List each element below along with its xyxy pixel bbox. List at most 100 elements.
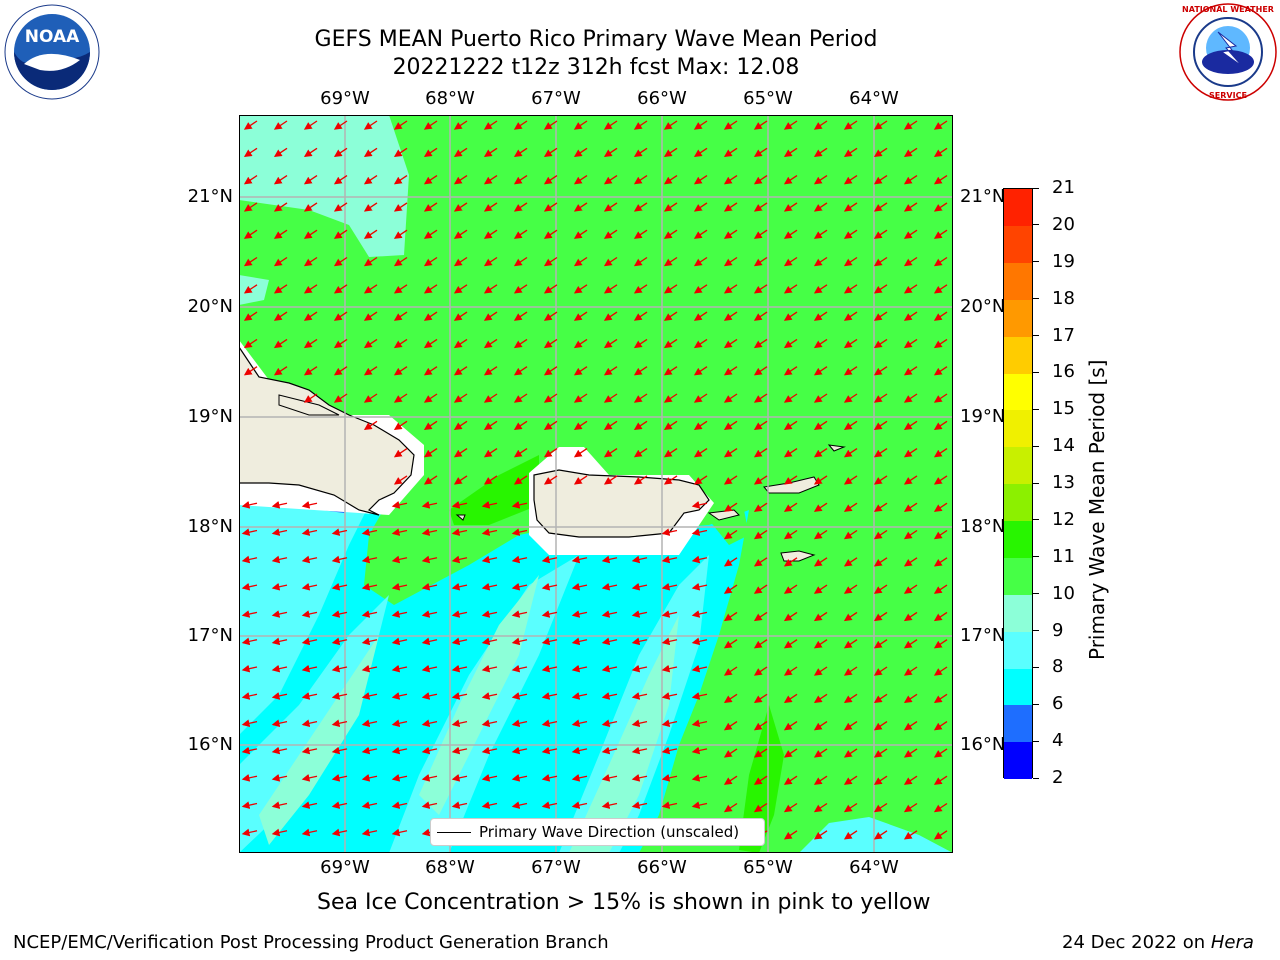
wave-direction-arrow [663, 338, 678, 349]
wave-direction-arrow [813, 284, 828, 294]
wave-direction-arrow [333, 366, 348, 376]
wave-direction-arrow [391, 801, 408, 809]
wave-direction-arrow [393, 147, 408, 158]
wave-direction-arrow [603, 475, 618, 485]
wave-direction-arrow [241, 692, 258, 700]
chart-title-line1: GEFS MEAN Puerto Rico Primary Wave Mean … [314, 27, 878, 52]
wave-direction-arrow [723, 502, 738, 512]
wave-direction-arrow [243, 229, 258, 239]
colorbar-tick [1033, 666, 1039, 668]
wave-direction-arrow [633, 284, 648, 294]
wave-direction-arrow [391, 828, 408, 837]
wave-direction-arrow [663, 256, 678, 267]
wave-direction-arrow [753, 448, 768, 458]
wave-direction-arrow [573, 175, 588, 185]
wave-direction-arrow [843, 748, 858, 758]
wave-direction-arrow [903, 584, 918, 594]
wave-direction-arrow [603, 120, 618, 130]
wave-direction-arrow [423, 256, 438, 267]
wave-direction-arrow [753, 529, 768, 540]
wave-direction-arrow [391, 664, 408, 673]
wave-direction-arrow [903, 366, 918, 376]
wave-direction-arrow [691, 692, 708, 700]
wave-direction-arrow [783, 611, 798, 622]
wave-direction-arrow [513, 366, 528, 376]
wave-direction-arrow [783, 229, 798, 239]
wave-direction-arrow [753, 666, 768, 676]
wave-direction-arrow [783, 338, 798, 349]
wave-direction-arrow [331, 719, 348, 728]
colorbar-segment [1004, 557, 1032, 595]
colorbar-tick [1033, 630, 1039, 631]
footer-left: NCEP/EMC/Verification Post Processing Pr… [13, 932, 609, 953]
wave-direction-arrow [661, 637, 678, 646]
wave-direction-arrow [543, 147, 558, 158]
wave-direction-arrow [873, 639, 888, 649]
wave-direction-arrow [693, 147, 708, 158]
colorbar-tick [1033, 556, 1039, 558]
wave-direction-arrow [333, 175, 348, 185]
colorbar-tick-label: 11 [1052, 545, 1075, 567]
colorbar-tick [1033, 593, 1039, 595]
wave-direction-arrow [723, 666, 738, 676]
wave-direction-arrow [361, 719, 378, 728]
wave-direction-arrow [361, 774, 378, 782]
wave-direction-arrow [663, 420, 678, 431]
wave-direction-arrow [661, 528, 678, 536]
wave-direction-arrow [753, 475, 768, 485]
wave-direction-arrow [423, 147, 438, 158]
wave-direction-arrow [933, 420, 948, 431]
wave-direction-arrow [723, 229, 738, 239]
colorbar-tick [1033, 371, 1039, 373]
colorbar [1003, 188, 1033, 780]
wave-direction-arrow [483, 120, 498, 130]
lon-label-top: 68°W [425, 88, 475, 109]
wave-direction-arrow [663, 366, 678, 376]
wave-direction-arrow [873, 448, 888, 458]
wave-direction-arrow [543, 448, 558, 458]
wave-direction-arrow [783, 748, 798, 758]
wave-direction-arrow [571, 746, 588, 755]
wave-direction-arrow [391, 610, 408, 618]
wave-direction-arrow [393, 475, 408, 485]
wave-direction-arrow [843, 502, 858, 512]
wave-direction-arrow [241, 801, 258, 809]
wave-direction-arrow [543, 202, 558, 212]
wave-direction-arrow [693, 284, 708, 294]
colorbar-segment [1004, 447, 1032, 485]
wave-direction-arrow [423, 284, 438, 294]
wave-arrows [241, 120, 948, 840]
wave-direction-arrow [273, 229, 288, 239]
wave-direction-arrow [541, 801, 558, 809]
wave-direction-arrow [783, 802, 798, 813]
wave-direction-arrow [753, 120, 768, 130]
wave-direction-arrow [873, 175, 888, 185]
wave-direction-arrow [783, 666, 798, 676]
wave-direction-arrow [663, 175, 678, 185]
wave-direction-arrow [481, 501, 498, 509]
nws-logo-icon: NATIONAL WEATHER SERVICE [1179, 3, 1277, 101]
wave-direction-arrow [933, 611, 948, 622]
wave-direction-arrow [693, 256, 708, 267]
wave-direction-arrow [511, 555, 528, 564]
wave-direction-arrow [903, 611, 918, 622]
lon-label-bottom: 68°W [425, 857, 475, 878]
wave-direction-arrow [363, 147, 378, 158]
wave-direction-arrow [933, 147, 948, 158]
wave-direction-arrow [903, 311, 918, 321]
wave-direction-arrow [333, 393, 348, 403]
wave-direction-arrow [453, 229, 468, 239]
wave-direction-arrow [571, 774, 588, 782]
wave-direction-arrow [481, 692, 498, 700]
wave-direction-arrow [421, 501, 438, 509]
wave-direction-arrow [571, 801, 588, 809]
wave-direction-arrow [903, 529, 918, 540]
wave-direction-arrow [421, 555, 438, 564]
wave-direction-arrow [301, 746, 318, 755]
colorbar-tick-label: 12 [1052, 508, 1075, 530]
wave-direction-arrow [421, 746, 438, 755]
wave-direction-arrow [933, 693, 948, 704]
wave-direction-arrow [513, 147, 528, 158]
colorbar-tick-label: 16 [1052, 361, 1075, 383]
wave-direction-arrow [241, 774, 258, 782]
